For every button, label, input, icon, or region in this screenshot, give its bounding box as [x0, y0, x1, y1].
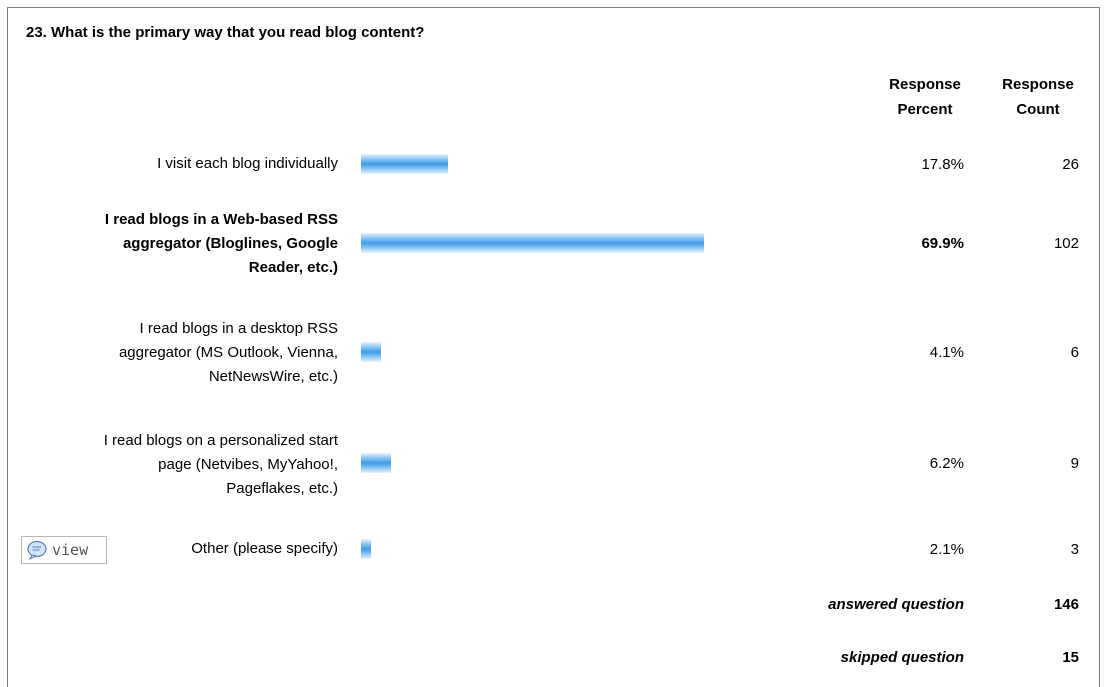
answered-question-label: answered question [828, 596, 964, 613]
label-line: I read blogs in a desktop RSS [139, 320, 338, 337]
skipped-question-label: skipped question [840, 649, 964, 666]
label-line: I read blogs on a personalized start [103, 432, 338, 449]
label-line: I visit each blog individually [157, 155, 338, 172]
response-percent: 17.8% [921, 156, 964, 173]
view-button-label: view [52, 541, 89, 559]
response-count: 102 [1053, 235, 1079, 252]
speech-bubble-icon [27, 540, 47, 560]
view-other-responses-button[interactable]: view [21, 536, 107, 564]
answer-label: I visit each blog individually [8, 152, 338, 176]
answer-label: Other (please specify) [8, 537, 338, 561]
answer-label: I read blogs in a Web-based RSS aggregat… [8, 208, 338, 280]
answered-question-count: 146 [1053, 596, 1079, 613]
header-line: Response [1002, 76, 1074, 93]
header-line: Count [1016, 101, 1060, 118]
response-count: 3 [1070, 541, 1079, 558]
label-line: page (Netvibes, MyYahoo!, [158, 456, 338, 473]
response-percent: 69.9% [921, 235, 964, 252]
label-line: Other (please specify) [191, 540, 338, 557]
response-percent: 4.1% [929, 344, 964, 361]
skipped-question-count: 15 [1062, 649, 1079, 666]
label-line: NetNewsWire, etc.) [208, 368, 338, 385]
answer-label: I read blogs on a personalized start pag… [8, 429, 338, 501]
response-bar [361, 154, 448, 174]
label-line: I read blogs in a Web-based RSS [104, 211, 338, 228]
response-count: 26 [1062, 156, 1079, 173]
response-count: 9 [1070, 455, 1079, 472]
response-count-header: Response Count [986, 72, 1090, 122]
response-percent: 2.1% [929, 541, 964, 558]
header-line: Response [889, 76, 961, 93]
label-line: aggregator (Bloglines, Google [122, 235, 338, 252]
label-line: Reader, etc.) [248, 259, 338, 276]
question-panel [7, 7, 1100, 687]
response-bar [361, 342, 381, 362]
label-line: Pageflakes, etc.) [226, 480, 338, 497]
header-line: Percent [897, 101, 953, 118]
response-bar [361, 539, 371, 559]
answer-label: I read blogs in a desktop RSS aggregator… [8, 317, 338, 389]
question-title: 23. What is the primary way that you rea… [26, 24, 425, 41]
response-count: 6 [1070, 344, 1079, 361]
response-percent: 6.2% [929, 455, 964, 472]
label-line: aggregator (MS Outlook, Vienna, [118, 344, 338, 361]
response-percent-header: Response Percent [873, 72, 977, 122]
response-bar [361, 233, 704, 253]
response-bar [361, 453, 391, 473]
